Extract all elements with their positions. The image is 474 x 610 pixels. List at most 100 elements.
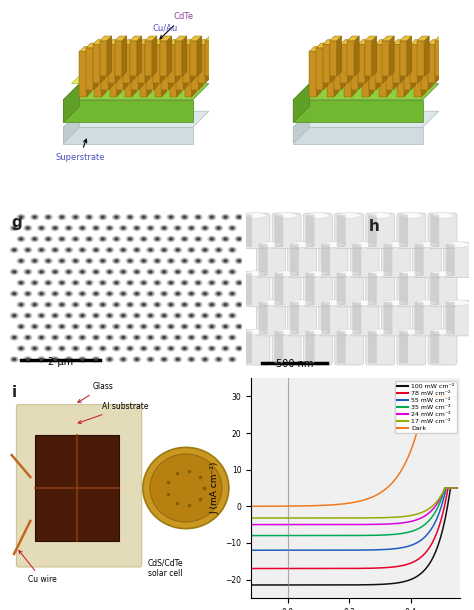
Circle shape xyxy=(39,314,44,317)
Circle shape xyxy=(197,238,200,240)
Polygon shape xyxy=(293,111,439,127)
Circle shape xyxy=(114,303,119,306)
Circle shape xyxy=(121,248,126,251)
Ellipse shape xyxy=(416,242,438,248)
Circle shape xyxy=(218,249,220,251)
Circle shape xyxy=(66,314,71,317)
FancyBboxPatch shape xyxy=(444,300,473,336)
Polygon shape xyxy=(72,68,201,84)
Circle shape xyxy=(181,346,188,351)
Text: CdS/CdTe
solar cell: CdS/CdTe solar cell xyxy=(147,558,183,578)
Circle shape xyxy=(237,325,242,328)
Circle shape xyxy=(216,270,221,273)
Polygon shape xyxy=(372,36,377,76)
Circle shape xyxy=(88,217,91,218)
Polygon shape xyxy=(386,48,393,90)
Circle shape xyxy=(47,348,49,350)
Polygon shape xyxy=(376,43,381,90)
FancyBboxPatch shape xyxy=(259,302,268,334)
FancyBboxPatch shape xyxy=(243,331,252,364)
Circle shape xyxy=(100,303,105,306)
Polygon shape xyxy=(152,36,157,76)
Polygon shape xyxy=(86,43,98,48)
Circle shape xyxy=(95,249,97,251)
Polygon shape xyxy=(139,51,147,96)
Circle shape xyxy=(53,314,57,317)
Polygon shape xyxy=(347,40,353,83)
FancyBboxPatch shape xyxy=(350,300,379,336)
FancyBboxPatch shape xyxy=(259,244,268,276)
Circle shape xyxy=(146,357,155,362)
Circle shape xyxy=(99,346,107,351)
Circle shape xyxy=(119,247,127,253)
Circle shape xyxy=(113,302,120,307)
Circle shape xyxy=(181,324,188,329)
Circle shape xyxy=(59,346,64,350)
Polygon shape xyxy=(130,41,137,76)
55 mW cm⁻² xyxy=(346,547,352,554)
Polygon shape xyxy=(379,46,392,51)
Polygon shape xyxy=(414,46,427,51)
Circle shape xyxy=(80,226,85,230)
Circle shape xyxy=(136,293,138,295)
Circle shape xyxy=(13,293,16,295)
FancyBboxPatch shape xyxy=(397,329,426,365)
Circle shape xyxy=(24,291,32,296)
100 mW cm⁻² xyxy=(449,484,455,492)
Circle shape xyxy=(224,348,227,350)
Circle shape xyxy=(92,357,100,362)
Polygon shape xyxy=(293,84,310,123)
Circle shape xyxy=(163,315,165,317)
Circle shape xyxy=(155,303,160,306)
Circle shape xyxy=(174,247,182,253)
Circle shape xyxy=(54,315,56,317)
Circle shape xyxy=(24,313,32,318)
Circle shape xyxy=(40,359,43,360)
Circle shape xyxy=(204,337,206,339)
Circle shape xyxy=(47,326,49,328)
Circle shape xyxy=(92,226,100,231)
Circle shape xyxy=(143,217,145,218)
Ellipse shape xyxy=(369,329,392,335)
Circle shape xyxy=(228,226,236,231)
Polygon shape xyxy=(162,46,167,96)
FancyBboxPatch shape xyxy=(365,271,395,307)
Polygon shape xyxy=(358,45,365,83)
Circle shape xyxy=(170,282,172,284)
Polygon shape xyxy=(365,40,370,83)
FancyBboxPatch shape xyxy=(352,302,361,334)
Circle shape xyxy=(92,335,100,340)
Circle shape xyxy=(210,215,214,219)
Polygon shape xyxy=(330,40,335,83)
Polygon shape xyxy=(191,48,199,90)
Circle shape xyxy=(59,303,64,306)
FancyBboxPatch shape xyxy=(337,215,346,247)
Polygon shape xyxy=(115,36,127,41)
Circle shape xyxy=(126,237,134,242)
Circle shape xyxy=(162,270,166,273)
Circle shape xyxy=(92,313,100,318)
Circle shape xyxy=(210,281,214,284)
Circle shape xyxy=(194,280,202,285)
Circle shape xyxy=(88,348,91,350)
Circle shape xyxy=(223,281,228,284)
Circle shape xyxy=(183,348,186,350)
Polygon shape xyxy=(145,41,152,76)
Circle shape xyxy=(18,259,24,262)
Circle shape xyxy=(168,237,173,241)
Polygon shape xyxy=(122,36,127,76)
FancyBboxPatch shape xyxy=(428,271,457,307)
FancyBboxPatch shape xyxy=(303,213,332,249)
Circle shape xyxy=(235,258,243,264)
FancyBboxPatch shape xyxy=(365,329,395,365)
Polygon shape xyxy=(404,48,411,90)
Polygon shape xyxy=(130,36,142,41)
Circle shape xyxy=(59,237,64,241)
Circle shape xyxy=(202,314,208,317)
Circle shape xyxy=(67,337,70,339)
Circle shape xyxy=(175,357,180,361)
Circle shape xyxy=(73,281,78,284)
Circle shape xyxy=(224,238,227,240)
Circle shape xyxy=(228,313,236,318)
Circle shape xyxy=(61,282,63,284)
